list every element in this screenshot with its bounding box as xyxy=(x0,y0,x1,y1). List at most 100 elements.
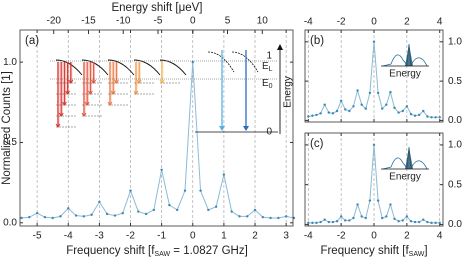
top-axis-title: Energy shift [μeV] xyxy=(111,2,202,14)
data-point xyxy=(191,60,194,64)
x-tick-label: 4 xyxy=(437,231,443,242)
data-point xyxy=(401,109,404,113)
data-point xyxy=(183,189,187,192)
data-point xyxy=(381,216,384,220)
x-axis-title-main: Frequency shift [f xyxy=(66,245,155,257)
x2-tick-label: -5 xyxy=(154,16,163,27)
data-point xyxy=(323,218,326,221)
x-axis-title-tail: = 1.0827 GHz] xyxy=(170,245,248,257)
data-point xyxy=(426,115,429,118)
data-point xyxy=(397,111,400,114)
schematic-axis-label: Energy xyxy=(283,76,294,108)
data-point xyxy=(368,91,372,95)
schematic-arrowhead xyxy=(84,101,90,106)
y-tick-label: 0.0 xyxy=(448,115,462,126)
data-point xyxy=(344,108,347,111)
x-tick-label: 1 xyxy=(221,231,227,242)
x-axis-title: Frequency shift [fSAW] xyxy=(320,245,427,258)
data-point xyxy=(385,103,388,106)
data-point xyxy=(160,168,163,171)
data-point xyxy=(307,221,310,225)
panel-label: (b) xyxy=(310,35,324,47)
y-tick-label: 1.0 xyxy=(448,36,462,47)
data-point xyxy=(277,216,280,220)
data-point xyxy=(356,89,359,92)
data-point xyxy=(348,219,351,222)
data-point xyxy=(356,203,359,206)
data-point xyxy=(360,215,363,218)
data-point xyxy=(137,210,140,213)
x-tick-label: 0 xyxy=(371,17,377,28)
schematic-arrowhead xyxy=(110,90,116,95)
schematic-curve xyxy=(207,51,235,73)
x-tick-label: 2 xyxy=(252,231,258,242)
x-tick-label: -1 xyxy=(157,231,166,242)
x-tick-label: -2 xyxy=(337,17,346,28)
level-label-sub: L xyxy=(269,66,273,73)
data-point xyxy=(422,218,425,221)
data-point xyxy=(405,215,409,218)
data-point xyxy=(35,211,39,215)
axes-frame xyxy=(19,29,294,227)
x2-tick-label: 0 xyxy=(190,16,196,27)
data-point xyxy=(364,216,367,220)
inset-label: Energy xyxy=(389,69,421,80)
x-tick-label: 2 xyxy=(404,231,410,242)
level-label-main: E xyxy=(262,78,269,89)
data-point xyxy=(307,115,310,118)
level-label-sub: 0 xyxy=(269,83,273,90)
data-point xyxy=(74,214,78,217)
data-point xyxy=(67,207,70,210)
y-tick-label: 1.0 xyxy=(3,57,17,68)
data-point xyxy=(246,215,249,218)
data-point xyxy=(405,105,409,108)
schematic-arrowhead xyxy=(243,125,249,131)
inset-spectrum xyxy=(382,146,428,170)
x2-tick-label: -10 xyxy=(116,16,131,27)
data-point xyxy=(315,113,318,117)
data-point xyxy=(409,220,413,223)
data-point xyxy=(152,208,156,212)
data-point xyxy=(401,219,404,222)
data-point xyxy=(434,221,437,225)
data-point xyxy=(238,215,241,218)
schematic-tick-label: 1 xyxy=(266,51,272,62)
schematic-curve xyxy=(133,59,161,76)
x2-tick-label: 10 xyxy=(257,16,269,27)
data-point xyxy=(323,103,326,106)
schematic-arrowhead xyxy=(91,79,97,84)
data-point xyxy=(430,116,433,119)
x-tick-label: -3 xyxy=(95,231,104,242)
schematic-arrowhead xyxy=(58,112,64,117)
data-point xyxy=(389,203,392,206)
x-tick-label: -4 xyxy=(64,231,73,242)
schematic-arrowhead xyxy=(219,125,225,131)
data-point xyxy=(339,99,343,102)
x-axis-title: Frequency shift [fSAW = 1.0827 GHz] xyxy=(66,245,248,258)
data-point xyxy=(360,103,363,106)
data-point xyxy=(389,90,392,94)
data-point xyxy=(327,220,331,224)
schematic-arrowhead xyxy=(68,79,74,84)
data-point xyxy=(327,111,331,114)
schematic-arrowhead xyxy=(136,79,142,84)
data-point xyxy=(311,221,314,225)
inset-fill xyxy=(405,147,413,169)
data-line xyxy=(21,62,295,219)
data-point xyxy=(372,143,376,147)
data-point xyxy=(430,221,433,225)
data-point xyxy=(434,116,437,119)
x-tick-label: 0 xyxy=(371,231,377,242)
schematic-curve xyxy=(55,59,83,76)
data-point xyxy=(339,215,343,218)
data-point xyxy=(393,106,396,110)
data-point xyxy=(222,173,226,176)
x-axis-title-sub: SAW xyxy=(154,251,170,258)
level-label-main: E xyxy=(262,61,269,72)
data-point xyxy=(176,208,179,212)
x-tick-label: 4 xyxy=(437,17,443,28)
data-point xyxy=(168,203,171,207)
data-point xyxy=(397,220,400,223)
